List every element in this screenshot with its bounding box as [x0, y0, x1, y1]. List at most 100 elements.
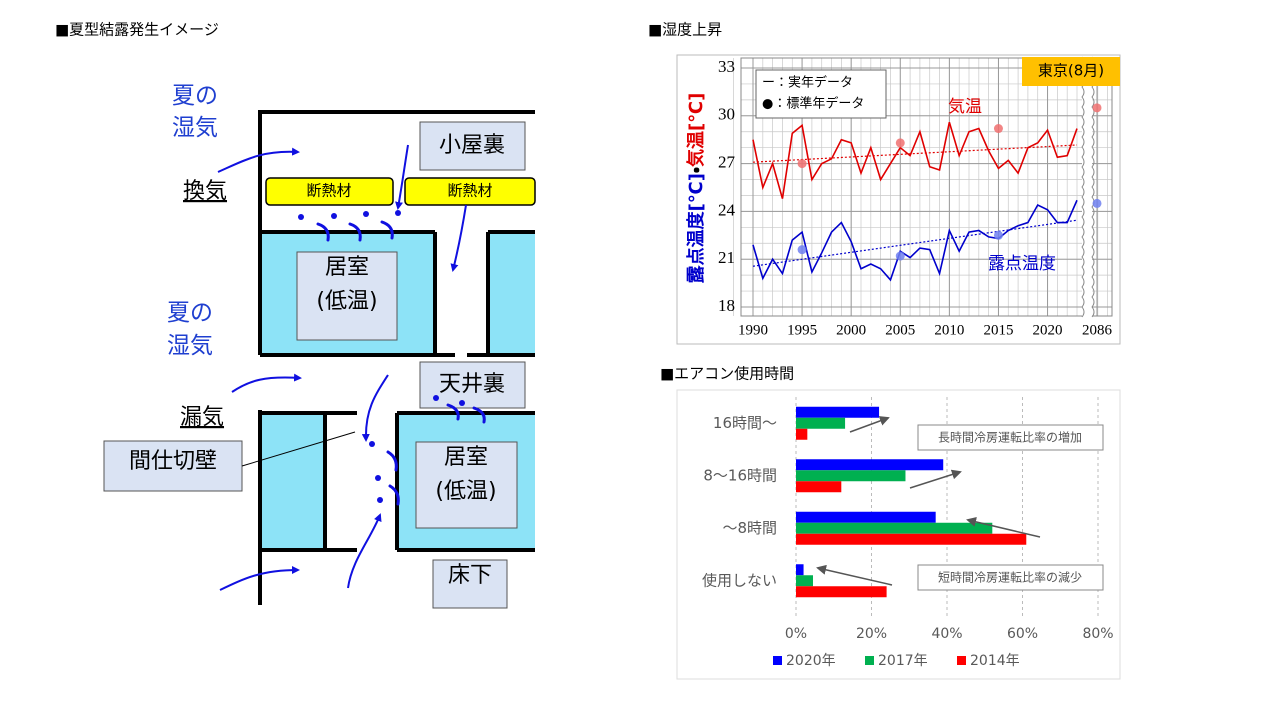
label-boxes	[103, 121, 526, 609]
bar	[796, 575, 813, 587]
room-fill	[260, 413, 325, 550]
bar	[796, 459, 944, 471]
x-tick-label: 0%	[785, 626, 807, 642]
standard-year-dot	[993, 124, 1003, 134]
badge-box	[1022, 57, 1120, 86]
standard-year-dot	[895, 138, 905, 148]
series-label: 気温	[948, 97, 982, 117]
annotation: 長時間冷房運転比率の増加	[938, 431, 1082, 445]
moisture-arrows	[217, 144, 467, 591]
room-line: 居室	[444, 445, 488, 470]
chart-title: ■湿度上昇	[648, 21, 722, 39]
y-tick-label: 使用しない	[702, 571, 777, 589]
diagram-title: ■夏型結露発生イメージ	[55, 21, 219, 39]
bar	[796, 511, 936, 523]
annotation-arrow	[849, 416, 890, 433]
legend-box	[755, 69, 887, 119]
ceiling-label: 天井裏	[439, 372, 505, 397]
room-label: 居室 (低温)	[316, 255, 377, 314]
walls	[258, 110, 535, 605]
bar	[796, 428, 808, 440]
standard-year-dot	[1092, 103, 1102, 113]
x-tick-label: 40%	[931, 626, 962, 642]
standard-year-dot	[993, 230, 1003, 240]
bar	[796, 470, 906, 482]
humidity-line: 夏の	[172, 83, 218, 109]
data-line	[752, 199, 1078, 282]
x-tick-label: 2086	[1082, 322, 1113, 338]
annotation-box	[917, 564, 1104, 591]
axis-break-line	[1081, 56, 1085, 318]
legend-swatch	[865, 656, 874, 665]
humidity-line: 夏の	[167, 300, 213, 326]
legend-entry: ー：実年データ	[762, 75, 853, 91]
y-tick-label: 21	[718, 248, 735, 267]
room-line: 居室	[325, 255, 369, 280]
legend-swatch	[773, 656, 782, 665]
diagram: ■夏型結露発生イメージ 断熱材 断熱材 小屋裏 居室 (低温) 天井裏 居室 (低温…	[55, 21, 536, 609]
x-tick-label: 2010	[934, 322, 964, 338]
bar	[796, 417, 846, 429]
y-tick-label: 33	[718, 57, 735, 76]
annotation-arrow	[816, 564, 893, 586]
insulation-box	[404, 177, 536, 206]
trend-line	[752, 219, 1078, 267]
attic-label: 小屋裏	[439, 133, 505, 158]
partition-label: 間仕切壁	[129, 449, 217, 474]
room-label: 居室 (低温)	[435, 445, 496, 504]
insulation-box	[265, 177, 394, 206]
legend-entry: ●：標準年データ	[762, 96, 864, 112]
room-fill	[488, 232, 535, 355]
x-tick-label: 1995	[787, 322, 817, 338]
bar	[796, 522, 993, 534]
y-tick-label: 18	[718, 296, 735, 315]
x-tick-label: 80%	[1082, 626, 1113, 642]
y-tick-label: 16時間～	[713, 414, 777, 432]
y-tick-label: 24	[718, 200, 736, 219]
bar	[796, 481, 842, 493]
standard-year-dot	[1092, 198, 1102, 208]
x-tick-label: 2020	[1033, 322, 1063, 338]
badge-label: 東京(8月)	[1038, 62, 1104, 80]
data-line	[752, 121, 1078, 199]
bar	[796, 406, 880, 418]
leader-line	[241, 431, 356, 467]
ventilation-label: 換気	[183, 179, 227, 204]
annotation-box	[917, 424, 1104, 451]
y-tick-label: 30	[718, 105, 735, 124]
legend-entry: 2014年	[970, 653, 1020, 669]
legend-entry: 2020年	[786, 653, 836, 669]
bar	[796, 564, 804, 576]
annotation-arrow	[966, 516, 1041, 538]
condensation-curls	[316, 220, 486, 506]
standard-year-dot	[797, 245, 807, 255]
bar	[796, 586, 887, 598]
y-axis-label-part: 気温[℃]	[685, 93, 707, 167]
humidity-line: 湿気	[172, 115, 218, 141]
plot-border	[740, 57, 1113, 317]
x-tick-label: 2015	[983, 322, 1013, 338]
annotation-arrow	[909, 469, 962, 489]
y-tick-label: 27	[718, 153, 736, 172]
humidity-label: 夏の湿気	[172, 83, 218, 141]
y-axis-label-part: 露点温度[℃]	[685, 173, 707, 283]
standard-year-dot	[895, 251, 905, 261]
x-tick-label: 1990	[738, 322, 768, 338]
annotation: 短時間冷房運転比率の減少	[938, 570, 1082, 585]
humidity-line: 湿気	[167, 333, 213, 359]
y-axis-label-part: ・	[686, 167, 707, 173]
y-tick-label: ～8時間	[722, 519, 777, 537]
x-tick-label: 60%	[1007, 626, 1038, 642]
axis-break	[1082, 57, 1092, 317]
legend-swatch	[957, 656, 966, 665]
chart-title: ■エアコン使用時間	[660, 365, 794, 383]
condensation-drops	[298, 210, 465, 503]
x-tick-label: 2000	[836, 322, 866, 338]
standard-year-dot	[797, 159, 807, 169]
axis-break-line	[1091, 56, 1095, 318]
room-line: (低温)	[316, 289, 377, 314]
humidity-label: 夏の湿気	[167, 300, 213, 359]
